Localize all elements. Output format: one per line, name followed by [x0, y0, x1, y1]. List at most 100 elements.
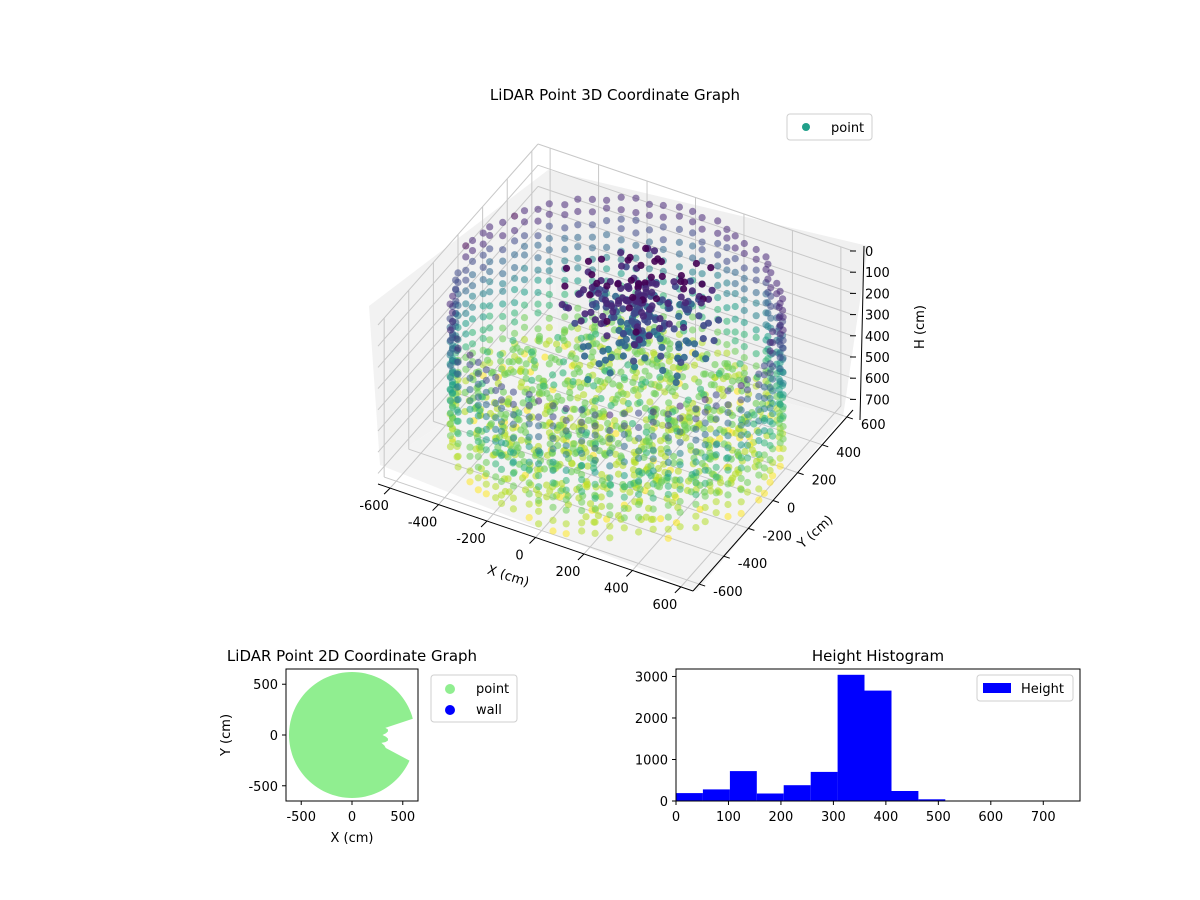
point-3d	[562, 520, 570, 528]
point-3d	[584, 462, 592, 470]
point-3d	[486, 231, 494, 240]
point-3d	[681, 299, 690, 307]
point-3d	[454, 430, 462, 438]
point-3d	[462, 253, 470, 261]
point-3d	[723, 304, 731, 312]
point-3d	[468, 315, 477, 323]
point-3d	[677, 358, 685, 366]
point-3d	[606, 426, 614, 435]
point-3d	[486, 302, 494, 310]
point-3d	[752, 312, 760, 320]
point-3d	[752, 299, 760, 307]
point-3d	[779, 313, 787, 321]
point-3d	[545, 301, 553, 309]
point-3d	[640, 453, 648, 461]
point-3d	[634, 298, 642, 306]
point-3d	[714, 305, 722, 314]
point-3d	[534, 232, 542, 240]
point-3d	[486, 324, 494, 332]
point-3d	[606, 435, 614, 443]
point-3d	[534, 241, 542, 249]
point-3d	[545, 210, 553, 218]
point-3d	[617, 225, 625, 233]
y-tick-label-3d-2: -200	[762, 529, 792, 544]
point-3d	[482, 376, 490, 384]
point-3d	[689, 268, 697, 276]
point-3d	[743, 386, 752, 394]
histogram-bar-3	[756, 793, 784, 801]
point-3d	[610, 313, 618, 321]
point-3d	[723, 257, 731, 265]
point-3d	[670, 452, 678, 461]
point-3d	[466, 351, 474, 359]
point-3d	[454, 383, 462, 391]
y-tick-3d-5	[822, 444, 829, 448]
point-3d	[619, 329, 628, 338]
point-3d	[617, 270, 625, 278]
point-3d	[492, 448, 500, 456]
point-3d	[689, 313, 697, 321]
point-3d	[599, 438, 607, 446]
point-3d	[497, 404, 506, 412]
point-3d	[578, 476, 586, 484]
point-3d	[760, 451, 769, 459]
y-tick-label-2d-0: -500	[248, 780, 278, 795]
point-3d	[545, 267, 553, 275]
point-3d	[682, 426, 690, 434]
point-3d	[686, 442, 695, 450]
point-3d	[597, 502, 606, 511]
point-3d	[715, 369, 723, 378]
z-tick-label-3d-5: 500	[865, 351, 890, 366]
point-3d	[764, 332, 772, 341]
point-3d	[646, 398, 654, 406]
point-3d	[776, 462, 784, 470]
y-tick-3d-0	[698, 583, 706, 587]
point-3d	[497, 357, 505, 365]
point-3d	[724, 419, 732, 427]
point-3d	[525, 433, 533, 441]
point-3d	[468, 292, 477, 300]
point-3d	[617, 318, 625, 326]
point-3d	[664, 513, 672, 521]
point-3d	[545, 277, 553, 285]
point-3d	[776, 330, 784, 338]
point-3d	[446, 361, 455, 370]
point-3d	[767, 269, 775, 277]
point-3d	[635, 490, 643, 498]
point-3d	[652, 295, 661, 303]
legend-hist-label: Height	[1021, 682, 1064, 697]
point-3d	[776, 415, 784, 423]
x-tick-label-3d-0: -600	[359, 499, 389, 514]
point-3d	[614, 439, 622, 448]
point-3d	[645, 332, 653, 340]
point-3d	[587, 333, 595, 341]
point-3d	[677, 293, 685, 301]
point-3d	[740, 369, 748, 377]
point-3d	[454, 452, 462, 460]
point-3d	[612, 460, 620, 469]
point-3d	[534, 466, 542, 474]
point-3d	[723, 225, 731, 233]
point-3d	[578, 488, 586, 496]
point-3d	[543, 481, 551, 489]
point-3d	[578, 527, 586, 535]
point-3d	[446, 397, 455, 405]
point-3d	[449, 318, 457, 326]
point-3d	[752, 326, 760, 334]
point-3d	[690, 340, 699, 348]
point-3d	[755, 461, 763, 469]
point-3d	[776, 390, 784, 399]
point-3d	[525, 500, 533, 508]
y-axis-label-2d: Y (cm)	[219, 714, 234, 757]
point-3d	[545, 200, 553, 208]
point-3d	[724, 466, 732, 474]
point-3d	[549, 445, 557, 453]
point-3d	[497, 418, 506, 426]
point-3d	[620, 514, 628, 522]
point-3d	[619, 305, 627, 313]
legend-2d-wall-marker	[445, 705, 455, 715]
point-3d	[499, 335, 507, 343]
point-3d	[724, 500, 732, 509]
point-3d	[743, 465, 752, 473]
point-3d	[632, 229, 640, 237]
